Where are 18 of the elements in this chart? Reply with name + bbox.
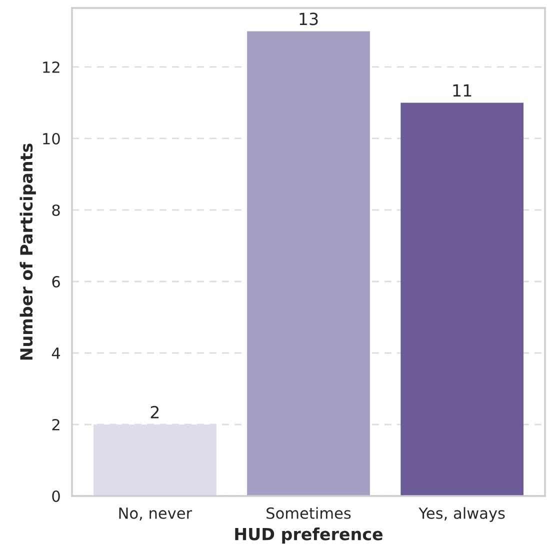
- y-tick-label: 8: [52, 204, 60, 216]
- y-tick-label: 4: [52, 348, 60, 359]
- y-tick-label: 0: [52, 490, 60, 502]
- x-tick-label: Yes, always: [418, 507, 505, 522]
- x-tick-label: No, never: [119, 508, 192, 520]
- bar: [94, 424, 216, 496]
- data-label: 13: [300, 12, 318, 26]
- y-tick-label: 6: [52, 276, 60, 288]
- data-label: 11: [453, 84, 472, 96]
- bar: [247, 31, 370, 496]
- x-axis-title: HUD preference: [235, 527, 383, 544]
- y-tick-label: 10: [43, 132, 60, 145]
- bar: [400, 102, 524, 496]
- y-axis-title: Number of Participants: [20, 144, 36, 360]
- x-tick-label: Sometimes: [266, 507, 351, 519]
- y-tick-label: 2: [52, 418, 60, 430]
- data-label: 2: [150, 406, 159, 418]
- y-tick-label: 12: [43, 61, 60, 73]
